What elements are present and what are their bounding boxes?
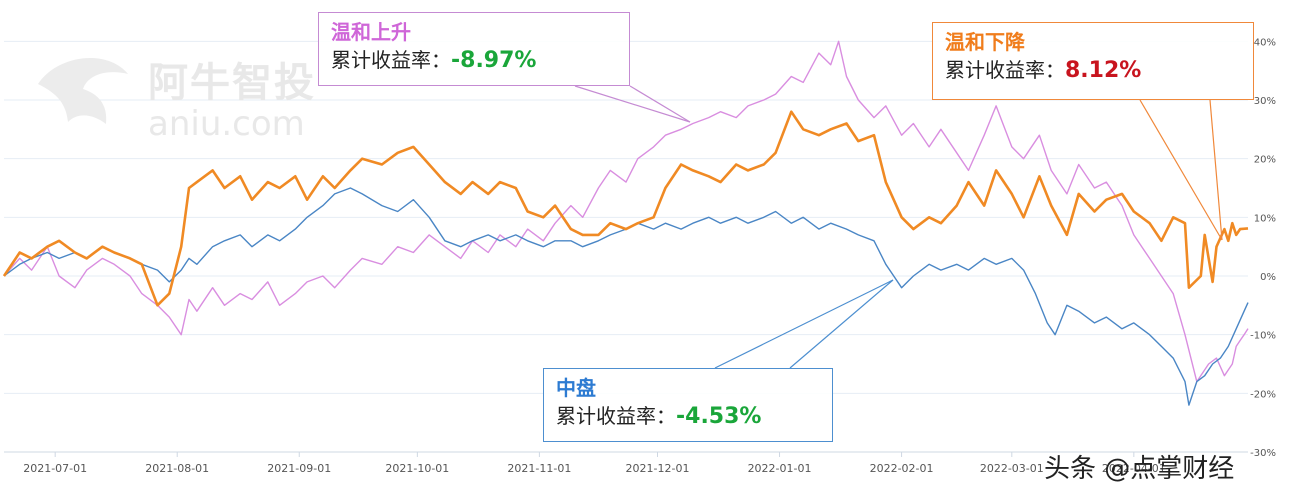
callout-value: -4.53% (676, 404, 762, 429)
y-tick-label: -10% (1250, 331, 1276, 342)
chart-series (2, 40, 1249, 406)
grid-lines (4, 40, 1248, 453)
watermark-title: 阿牛智投 (148, 60, 316, 106)
y-tick-label: 30% (1254, 96, 1276, 107)
callout-label: 累计收益率： (945, 58, 1065, 82)
callout-return-row: 累计收益率：8.12% (945, 55, 1241, 86)
callout-gentle-fall: 温和下降 累计收益率：8.12% (932, 22, 1254, 100)
x-axis: 2021-07-01 2021-08-01 2021-09-01 2021-10-01… (4, 451, 1248, 475)
callout-return-row: 累计收益率：-4.53% (556, 401, 820, 432)
y-axis: 40% 30% 20% 10% 0% -10% -20% -30% (1250, 37, 1276, 459)
x-tick-label: 2021-12-01 (626, 462, 690, 475)
callout-gentle-rise: 温和上升 累计收益率：-8.97% (318, 12, 630, 86)
callout-leader-lines (574, 85, 1223, 369)
x-tick-label: 2021-11-01 (507, 462, 571, 475)
leader-mid-2 (789, 279, 894, 369)
callout-title: 温和下降 (945, 30, 1025, 54)
callout-value: 8.12% (1065, 58, 1142, 83)
x-tick-label: 2022-01-01 (748, 462, 812, 475)
series-line-fall (2, 110, 1249, 307)
x-tick-label: 2022-04-01 (1102, 462, 1166, 475)
watermark-url: aniu.com (148, 104, 305, 144)
callout-label: 累计收益率： (331, 48, 451, 72)
callout-mid-cap: 中盘 累计收益率：-4.53% (543, 368, 833, 442)
leader-rise (574, 85, 691, 123)
callout-label: 累计收益率： (556, 404, 676, 428)
y-tick-label: -30% (1250, 448, 1276, 459)
y-tick-label: 10% (1254, 213, 1276, 224)
x-tick-label: 2021-08-01 (145, 462, 209, 475)
callout-title: 中盘 (556, 376, 596, 400)
x-tick-label: 2022-02-01 (870, 462, 934, 475)
callout-value: -8.97% (451, 48, 537, 73)
footer-brand: 头条 @点掌财经 (1044, 454, 1235, 484)
leader-mid (714, 279, 894, 369)
y-tick-label: 0% (1260, 272, 1276, 283)
leader-fall (1139, 99, 1223, 241)
y-tick-label: 40% (1254, 37, 1276, 48)
x-tick-label: 2021-09-01 (267, 462, 331, 475)
y-tick-label: -20% (1250, 389, 1276, 400)
leader-fall-2 (1209, 99, 1223, 241)
callout-title: 温和上升 (331, 20, 411, 44)
aniu-logo-icon (38, 57, 128, 124)
x-tick-label: 2022-03-01 (980, 462, 1044, 475)
series-line-mid (3, 187, 1249, 406)
x-tick-label: 2021-10-01 (385, 462, 449, 475)
callout-return-row: 累计收益率：-8.97% (331, 45, 617, 76)
series-line-rise (3, 40, 1249, 383)
y-tick-label: 20% (1254, 155, 1276, 166)
x-tick-label: 2021-07-01 (23, 462, 87, 475)
leader-rise-2 (629, 85, 691, 123)
